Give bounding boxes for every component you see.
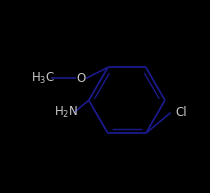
Text: H$_3$C: H$_3$C — [31, 71, 55, 86]
Text: O: O — [77, 72, 86, 85]
Text: H$_2$N: H$_2$N — [54, 105, 78, 120]
Text: Cl: Cl — [175, 106, 187, 119]
